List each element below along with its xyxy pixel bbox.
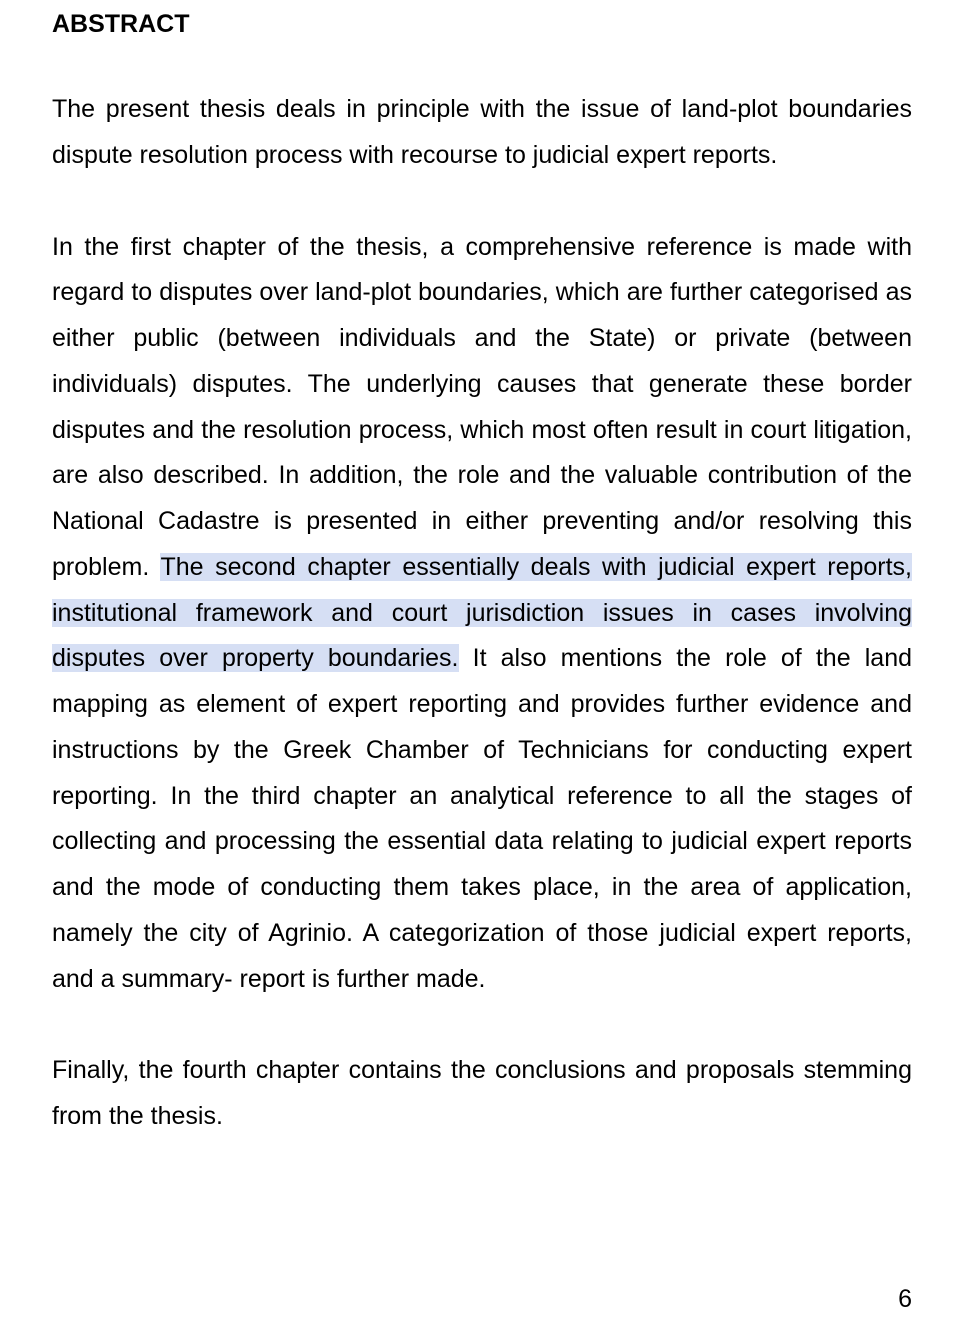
paragraph-finally: Finally, the fourth chapter contains the… — [52, 1048, 912, 1140]
page-number: 6 — [898, 1285, 912, 1314]
paragraph-intro: The present thesis deals in principle wi… — [52, 87, 912, 179]
paragraph-gap — [52, 1002, 912, 1048]
paragraph-gap — [52, 179, 912, 225]
abstract-heading: ABSTRACT — [52, 10, 912, 39]
chapter1-text: In the first chapter of the thesis, a co… — [52, 233, 912, 581]
paragraph-chapters: In the first chapter of the thesis, a co… — [52, 225, 912, 1003]
document-page: ABSTRACT The present thesis deals in pri… — [0, 0, 960, 1332]
chapter3-text: In the third chapter an analytical refer… — [52, 782, 912, 993]
